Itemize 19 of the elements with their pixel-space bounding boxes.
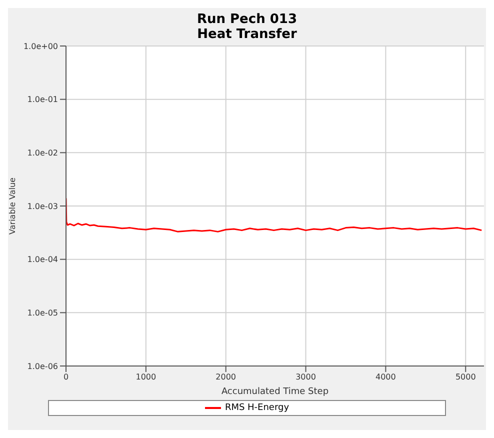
y-tick-label: 1.0e-03 bbox=[27, 202, 58, 211]
chart-subtitle: Heat Transfer bbox=[196, 27, 298, 42]
x-tick-label: 5000 bbox=[455, 372, 476, 382]
x-tick-label: 4000 bbox=[376, 372, 396, 382]
x-tick-label: 0 bbox=[63, 372, 69, 382]
x-tick-label: 2000 bbox=[216, 372, 236, 382]
y-tick-label: 1.0e+00 bbox=[23, 42, 58, 51]
x-tick-label: 1000 bbox=[136, 372, 156, 382]
chart-title: Run Pech 013 bbox=[196, 12, 298, 27]
y-tick-label: 1.0e-06 bbox=[27, 362, 58, 371]
y-tick-label: 1.0e-05 bbox=[27, 308, 58, 318]
y-tick-label: 1.0e-04 bbox=[27, 255, 58, 264]
x-tick-label: 3000 bbox=[296, 372, 316, 382]
y-tick-label: 1.0e-02 bbox=[27, 148, 58, 158]
y-tick-label: 1.0e-01 bbox=[27, 95, 58, 104]
legend-label: RMS H-Energy bbox=[224, 403, 290, 413]
line-series bbox=[66, 197, 482, 232]
y-axis-title: Variable Value bbox=[8, 177, 17, 234]
x-axis-title: Accumulated Time Step bbox=[221, 387, 329, 397]
